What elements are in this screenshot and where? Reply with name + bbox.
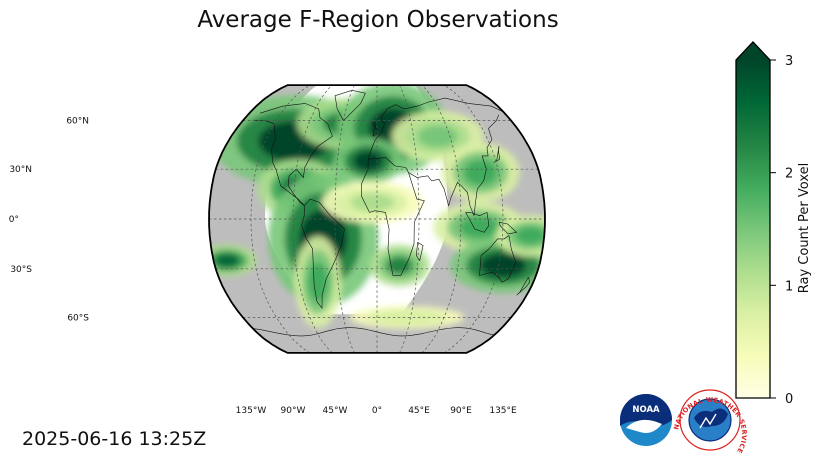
graticule <box>209 85 545 353</box>
globe-outline <box>208 84 546 354</box>
colorbar-fill <box>736 60 770 398</box>
meridian-line <box>399 85 420 353</box>
coastline-path <box>498 222 518 235</box>
heatmap-cell <box>381 312 432 323</box>
heatmap-cell <box>459 216 500 239</box>
colorbar-tick-label: 0 <box>785 392 793 407</box>
latitude-label: 60°S <box>67 313 89 323</box>
heatmap-cell <box>307 262 328 303</box>
longitude-label: 0° <box>372 406 382 416</box>
longitude-labels: 135°W 90°W 45°W 0° 45°E 90°E 135°E <box>236 406 517 416</box>
longitude-label: 135°W <box>236 406 267 416</box>
longitude-label: 90°W <box>281 406 306 416</box>
heatmap-cell <box>386 256 413 275</box>
latitude-label: 0° <box>9 215 19 225</box>
latitude-label: 60°N <box>66 117 89 127</box>
colorbar-tick-label: 3 <box>785 54 793 69</box>
colorbar-ticks: 0 1 2 3 <box>770 54 793 407</box>
heatmap-cell <box>214 253 241 268</box>
longitude-label: 45°W <box>323 406 348 416</box>
meridian-line <box>292 85 333 353</box>
colorbar: 0 1 2 3 Ray Count Per Voxel <box>735 41 812 407</box>
latitude-label: 30°N <box>9 165 32 175</box>
meridian-line <box>421 85 462 353</box>
colorbar-tick-label: 2 <box>785 167 793 182</box>
coastline-path <box>254 103 333 206</box>
longitude-label: 135°E <box>489 406 517 416</box>
noaa-logo-text: NOAA <box>632 405 660 415</box>
latitude-labels: 60°N 30°N 0° 30°S 60°S <box>9 117 90 324</box>
timestamp: 2025-06-16 13:25Z <box>22 428 207 450</box>
coastline-path <box>493 146 500 163</box>
coastline-path <box>516 276 531 296</box>
heatmap-cell <box>417 125 458 148</box>
colorbar-frame <box>735 41 771 399</box>
latitude-label: 30°S <box>10 265 32 275</box>
longitude-label: 45°E <box>408 406 430 416</box>
heatmap-cell <box>463 159 498 186</box>
meridian-line <box>443 85 504 353</box>
coastline-path <box>479 235 516 283</box>
coastline-path <box>408 114 500 216</box>
nws-logo: NATIONAL WEATHER SERVICE <box>672 389 748 455</box>
coastline-path <box>301 198 345 309</box>
map-title: Average F-Region Observations <box>197 7 559 33</box>
heatmap-cell <box>350 193 395 212</box>
longitude-label: 90°E <box>450 406 472 416</box>
meridian-line <box>334 85 355 353</box>
coastline-path <box>465 211 490 233</box>
heatmap-cell <box>515 226 545 245</box>
colorbar-tick-label: 1 <box>785 279 793 294</box>
coastline-path <box>371 121 378 137</box>
colorbar-label: Ray Count Per Voxel <box>797 163 812 293</box>
meridian-line <box>250 85 311 353</box>
coastline-path <box>415 241 424 262</box>
heatmap-cell <box>480 253 527 278</box>
colorbar-extend-arrow <box>736 42 770 60</box>
noaa-logo: NOAA <box>620 394 672 446</box>
